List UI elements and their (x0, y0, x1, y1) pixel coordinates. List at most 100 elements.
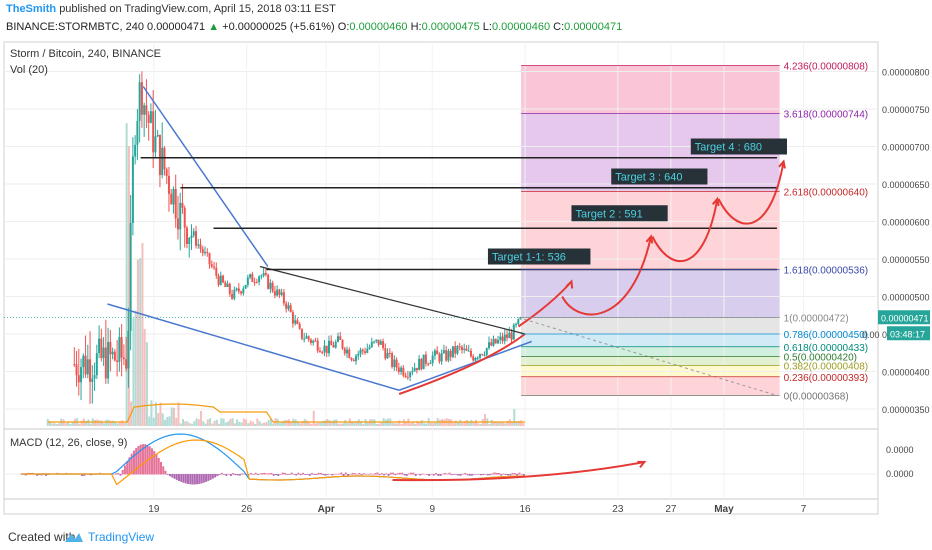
candle-body (364, 351, 367, 353)
volume-bar (339, 423, 342, 426)
candle-body (307, 336, 310, 340)
volume-bar (49, 421, 52, 426)
volume-bar (398, 420, 401, 426)
volume-bar (202, 421, 205, 426)
candle-body (429, 363, 432, 365)
candle-body (418, 358, 421, 371)
volume-bar (305, 420, 308, 426)
volume-bar (470, 419, 473, 426)
volume-bar (195, 418, 198, 426)
author-name[interactable]: TheSmith (6, 3, 57, 15)
volume-bar (269, 419, 272, 426)
candle-body (102, 347, 105, 359)
candle-body (382, 341, 385, 349)
macd-histogram-bar (324, 474, 327, 476)
volume-bar (520, 420, 523, 426)
candle-body (258, 276, 261, 283)
candle-body (278, 289, 281, 295)
macd-histogram-bar (522, 474, 525, 476)
candle-body (327, 340, 330, 354)
candle-body (472, 356, 475, 361)
volume-bar (260, 423, 263, 426)
macd-histogram-bar (428, 474, 431, 476)
candle-body (420, 358, 423, 370)
arrowhead-icon (565, 279, 574, 289)
candle-body (179, 202, 182, 230)
volume-bar (107, 419, 110, 426)
fib-labels: 4.236(0.00000808) 3.618(0.00000744) 2.618(… (521, 62, 868, 403)
price-tick-label: 0.00000500 (882, 293, 930, 303)
macd-histogram-bar (313, 474, 316, 475)
volume-bar (432, 423, 435, 426)
macd-histogram-bar (159, 461, 162, 475)
price-axis[interactable]: 0.00000800 0.00000750 0.00000700 0.00000650… (862, 68, 930, 480)
macd-histogram-bar (141, 444, 144, 475)
candle-body (156, 135, 159, 137)
macd-histogram-bar (513, 473, 516, 475)
macd-histogram-bar (198, 474, 201, 484)
volume-bar (497, 422, 500, 426)
candle-body (199, 244, 202, 249)
macd-histogram-bar (180, 474, 183, 482)
candle-body (222, 275, 225, 283)
macd-histogram-bar (247, 474, 250, 475)
tradingview-brand[interactable]: TradingView (88, 530, 155, 544)
volume-bar (351, 421, 354, 426)
macd-histogram-bar (430, 474, 433, 475)
price-tick-label: 0.00000350 (882, 405, 930, 415)
candle-body (273, 291, 276, 296)
candle-body (143, 105, 146, 115)
volume-bar (434, 422, 437, 426)
candle-body (467, 350, 470, 352)
candle-body (77, 375, 80, 383)
candle-body (445, 350, 448, 361)
candle-body (145, 105, 148, 115)
candle-body (336, 336, 339, 342)
volume-bar (499, 421, 502, 426)
time-tick-label: Apr (318, 504, 335, 515)
publish-line: TheSmith published on TradingView.com, A… (6, 3, 336, 15)
resistance-trend-line (259, 265, 526, 335)
macd-histogram-bar (304, 474, 307, 475)
volume-bar (477, 423, 480, 426)
volume-bar (357, 419, 360, 426)
candle-body (176, 218, 179, 230)
candle-body (100, 338, 103, 359)
macd-histogram-bar (484, 474, 487, 475)
candle-body (348, 349, 351, 359)
volume-bar (456, 422, 459, 426)
candle-body (231, 293, 234, 299)
volume-bar (152, 417, 155, 426)
candle-body (246, 277, 249, 285)
time-tick-label: 19 (148, 504, 160, 515)
target-labels[interactable]: Target 1-1: 536 Target 2 : 591 Target 3 : … (487, 138, 787, 265)
macd-histogram-bar (344, 472, 347, 475)
volume-bar (166, 417, 169, 426)
macd-histogram-bar (394, 474, 397, 476)
macd-histogram-bar (196, 474, 199, 485)
macd-histogram-bar (164, 470, 167, 475)
fib-band (521, 269, 780, 318)
candle-body (260, 275, 263, 277)
macd-histogram-bar (292, 474, 295, 475)
candle-body (359, 349, 362, 354)
volume-bar (161, 413, 164, 426)
volume-bar (375, 423, 378, 426)
macd-histogram-bar (446, 473, 449, 475)
candle-body (201, 248, 204, 254)
time-axis[interactable]: 19 26 Apr 5 9 16 23 27 May 7 (148, 504, 806, 515)
candle-body (181, 202, 184, 208)
candle-body (91, 378, 94, 383)
candle-body (386, 352, 389, 359)
price-tick-label: 0.00000700 (882, 143, 930, 153)
volume-bar (109, 420, 112, 426)
macd-histogram-bar (450, 474, 453, 476)
macd-histogram-bar (371, 473, 374, 475)
fib-bands (521, 65, 780, 396)
candle-body (478, 354, 481, 358)
candle-body (431, 355, 434, 364)
chart-canvas[interactable]: Target 1-1: 536 Target 2 : 591 Target 3 : … (0, 40, 932, 524)
candle-body (440, 353, 443, 362)
candle-body (422, 354, 425, 370)
volume-bar (132, 318, 135, 426)
